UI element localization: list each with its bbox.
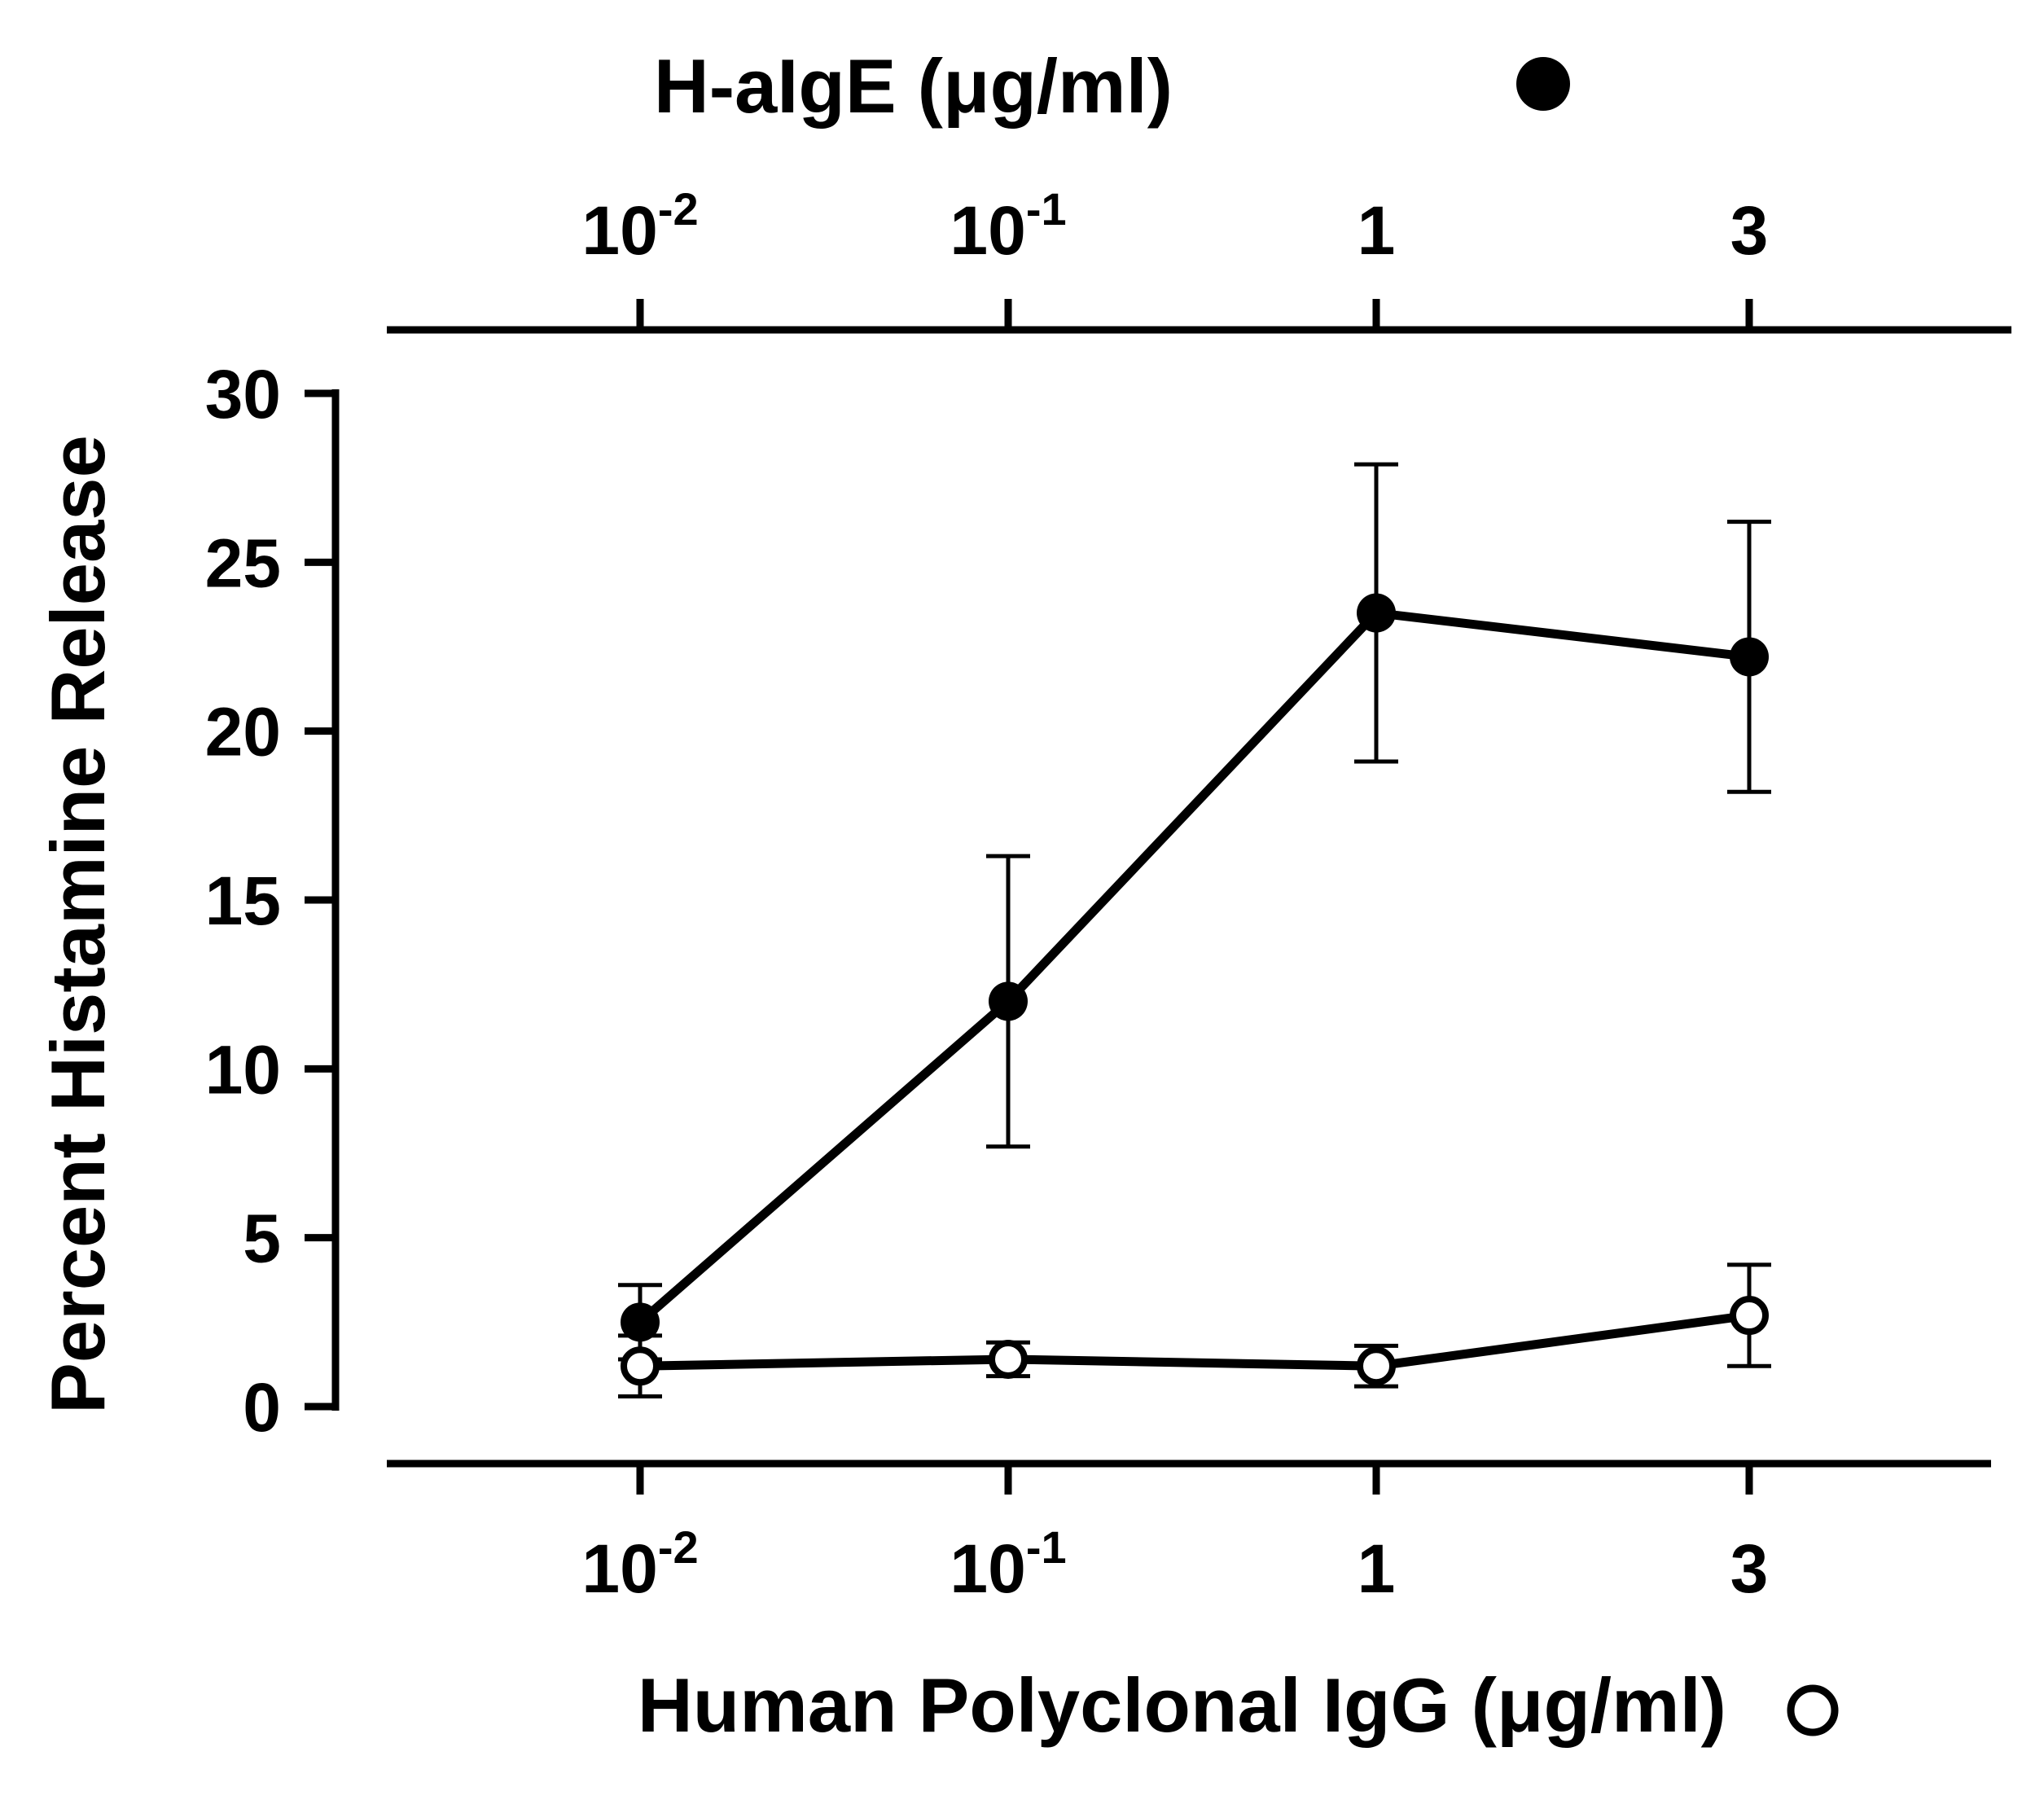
open-circle-legend-icon [1787,1684,1839,1736]
bottom-axis-title: Human Polyclonal IgG (μg/ml) [638,1662,1726,1748]
y-tick-label: 10 [205,1031,281,1108]
plot-area [618,462,1771,1399]
bottom-x-ticks: 10-2 10-1 1 3 [581,1464,1768,1607]
top-x-tick-label: 1 [1358,192,1396,269]
h-aige-data-point [1357,593,1396,633]
y-tick-label: 30 [205,356,281,432]
y-axis-title: Percent Histamine Release [35,435,121,1414]
top-x-tick-label: 3 [1730,192,1769,269]
h-aige-data-point [1730,637,1769,677]
top-x-tick-label: 10-2 [581,183,698,269]
bottom-x-tick-label: 10-1 [950,1521,1066,1607]
h-aige-data-point [989,981,1028,1021]
igg-series-line [639,1310,1750,1371]
top-axis-title: H-aIgE (μg/ml) [654,43,1173,129]
igg-data-point [989,1339,1028,1379]
igg-data-point [1357,1346,1396,1386]
y-tick-label: 5 [243,1201,281,1277]
filled-circle-legend-icon [1516,57,1570,111]
bottom-x-tick-label: 10-2 [581,1521,698,1607]
y-ticks: 0 5 10 15 20 25 30 [205,356,336,1446]
top-x-ticks: 10-2 10-1 1 3 [581,183,1768,330]
top-x-tick-label: 10-1 [950,183,1066,269]
igg-data-point [1730,1296,1769,1336]
h-aige-data-point [621,1302,660,1342]
y-tick-label: 0 [243,1369,281,1446]
y-tick-label: 25 [205,525,281,601]
bottom-x-tick-label: 1 [1358,1530,1396,1607]
y-tick-label: 20 [205,694,281,770]
igg-data-point [621,1346,660,1386]
bottom-x-tick-label: 3 [1730,1530,1769,1607]
y-tick-label: 15 [205,863,281,939]
h-aige-series-line [637,608,1750,1326]
